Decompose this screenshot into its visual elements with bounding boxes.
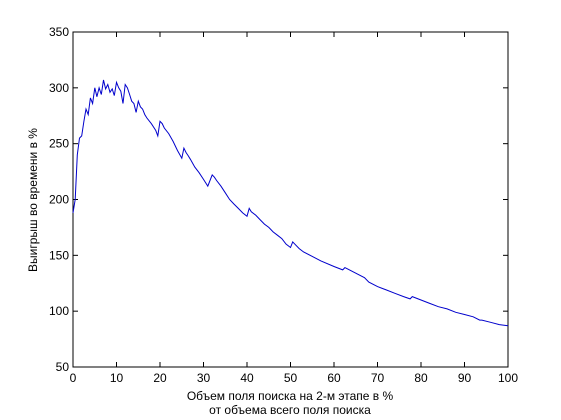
- x-tick-label: 90: [458, 371, 472, 385]
- series-line: [72, 79, 509, 327]
- x-tick-label: 20: [153, 371, 167, 385]
- x-axis-label-line1: Объем поля поиска на 2-м этапе в %: [187, 389, 394, 403]
- x-tick-label: 40: [240, 371, 254, 385]
- plot-area: [72, 31, 509, 368]
- x-axis-label-line2: от объема всего поля поиска: [209, 403, 371, 417]
- x-tick-label: 10: [110, 371, 124, 385]
- y-tick-label: 350: [49, 25, 69, 39]
- y-tick-label: 200: [49, 193, 69, 207]
- y-tick-label: 100: [49, 304, 69, 318]
- x-tick-label: 0: [70, 371, 77, 385]
- y-tick-label: 150: [49, 248, 69, 262]
- y-axis-label: Выигрыш во времени в %: [26, 128, 40, 272]
- x-tick-label: 80: [414, 371, 428, 385]
- x-axis-ticks: 0 10 20 30 40 50 60 70 80 90 100: [70, 32, 518, 385]
- y-tick-label: 300: [49, 81, 69, 95]
- y-tick-label: 250: [49, 137, 69, 151]
- x-tick-label: 70: [371, 371, 385, 385]
- y-tick-label: 50: [56, 360, 70, 374]
- y-axis-ticks: 50 100 150 200 250 300 350: [49, 25, 508, 374]
- x-tick-label: 60: [327, 371, 341, 385]
- x-tick-label: 100: [498, 371, 518, 385]
- x-tick-label: 50: [284, 371, 298, 385]
- x-tick-label: 30: [197, 371, 211, 385]
